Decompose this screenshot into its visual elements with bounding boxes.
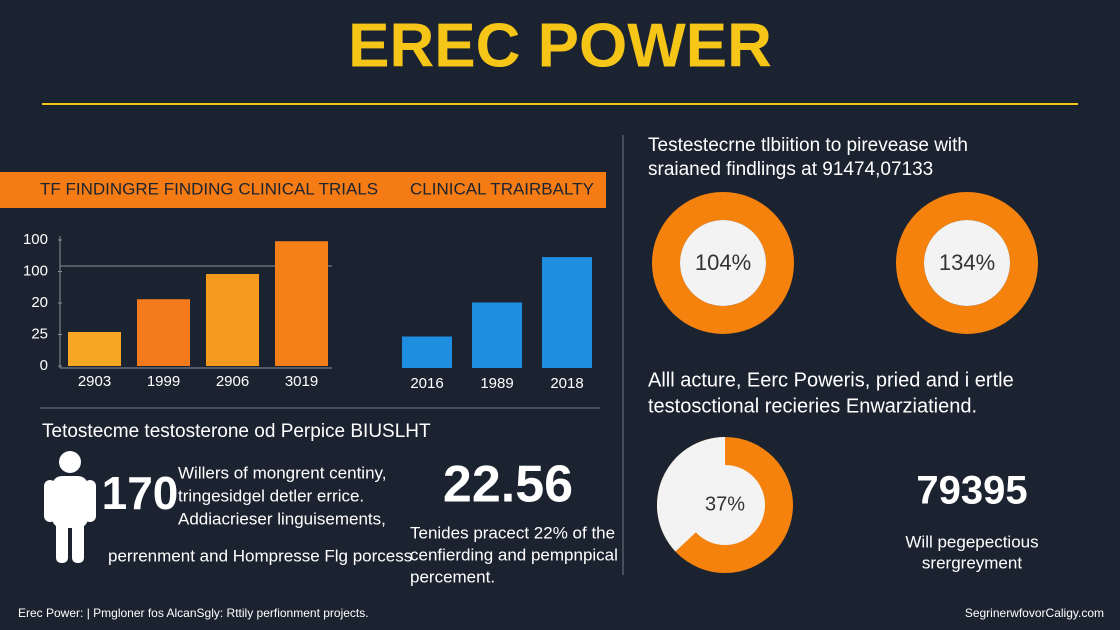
title: EREC POWER — [348, 11, 772, 80]
donut-hole — [680, 220, 766, 306]
bar — [68, 331, 121, 366]
person-icon — [44, 451, 96, 563]
stat-text: tringesidgel detler errice. — [178, 486, 364, 505]
x-tick-label: 3019 — [285, 373, 318, 390]
x-tick-label: 1989 — [480, 375, 513, 392]
x-tick-label: 2018 — [550, 375, 583, 392]
y-tick-label: 20 — [31, 294, 48, 311]
donut-label: 37% — [705, 493, 745, 515]
bar — [472, 302, 522, 368]
x-tick-label: 2016 — [410, 375, 443, 392]
text: Alll acture, Eerc Poweris, pried and i e… — [648, 369, 1014, 391]
stat-text: Addiacrieser linguisements, — [178, 509, 386, 528]
banner — [0, 172, 606, 208]
y-tick-label: 0 — [40, 357, 48, 374]
x-tick-label: 1999 — [147, 373, 180, 390]
donut-label: 104% — [695, 250, 751, 275]
caption: Will pegepectious — [905, 532, 1038, 551]
y-tick-label: 100 — [23, 262, 48, 279]
stat-number: 170 — [102, 467, 179, 519]
text: testosctional recieries Enwarziatiend. — [648, 395, 977, 417]
heading: Testestecrne tlbiition to pirevease with — [648, 135, 968, 156]
bar — [402, 336, 452, 368]
x-tick-label: 2906 — [216, 373, 249, 390]
donut-ring — [652, 192, 794, 334]
banner-text: TF FINDINGRE FINDING CLINICAL TRIALS — [40, 179, 378, 198]
stat-text: cenfierding and pempnpical — [410, 545, 618, 564]
donut-hole — [685, 465, 765, 545]
caption: srergreyment — [922, 553, 1022, 572]
y-tick-label: 100 — [23, 231, 48, 248]
stat-text: percement. — [410, 567, 495, 586]
y-tick-label: 25 — [31, 325, 48, 342]
bar — [275, 241, 328, 366]
bar — [137, 299, 190, 366]
bar — [542, 257, 592, 368]
banner-text: CLINICAL TRAIRBALTY — [410, 179, 594, 198]
donut-ring — [896, 192, 1038, 334]
footer: SegrinerwfovorCaligy.com — [965, 606, 1104, 620]
stat-text: Willers of mongrent centiny, — [178, 463, 386, 482]
heading: Tetostecme testosterone od Perpice BIUSL… — [42, 421, 431, 442]
donut-hole — [924, 220, 1010, 306]
bar — [206, 274, 259, 366]
heading: sraianed findlings at 91474,07133 — [648, 159, 933, 180]
big-number: 79395 — [916, 469, 1027, 513]
stat-text: perrenment and Hompresse Flg porcess — [108, 546, 412, 565]
donut-label: 134% — [939, 250, 995, 275]
footer: Erec Power: | Pmgloner fos AlcanSgly: Rt… — [18, 606, 369, 620]
x-tick-label: 2903 — [78, 373, 111, 390]
stat-number: 22.56 — [443, 456, 573, 514]
stat-text: Tenides pracect 22% of the — [410, 523, 615, 542]
